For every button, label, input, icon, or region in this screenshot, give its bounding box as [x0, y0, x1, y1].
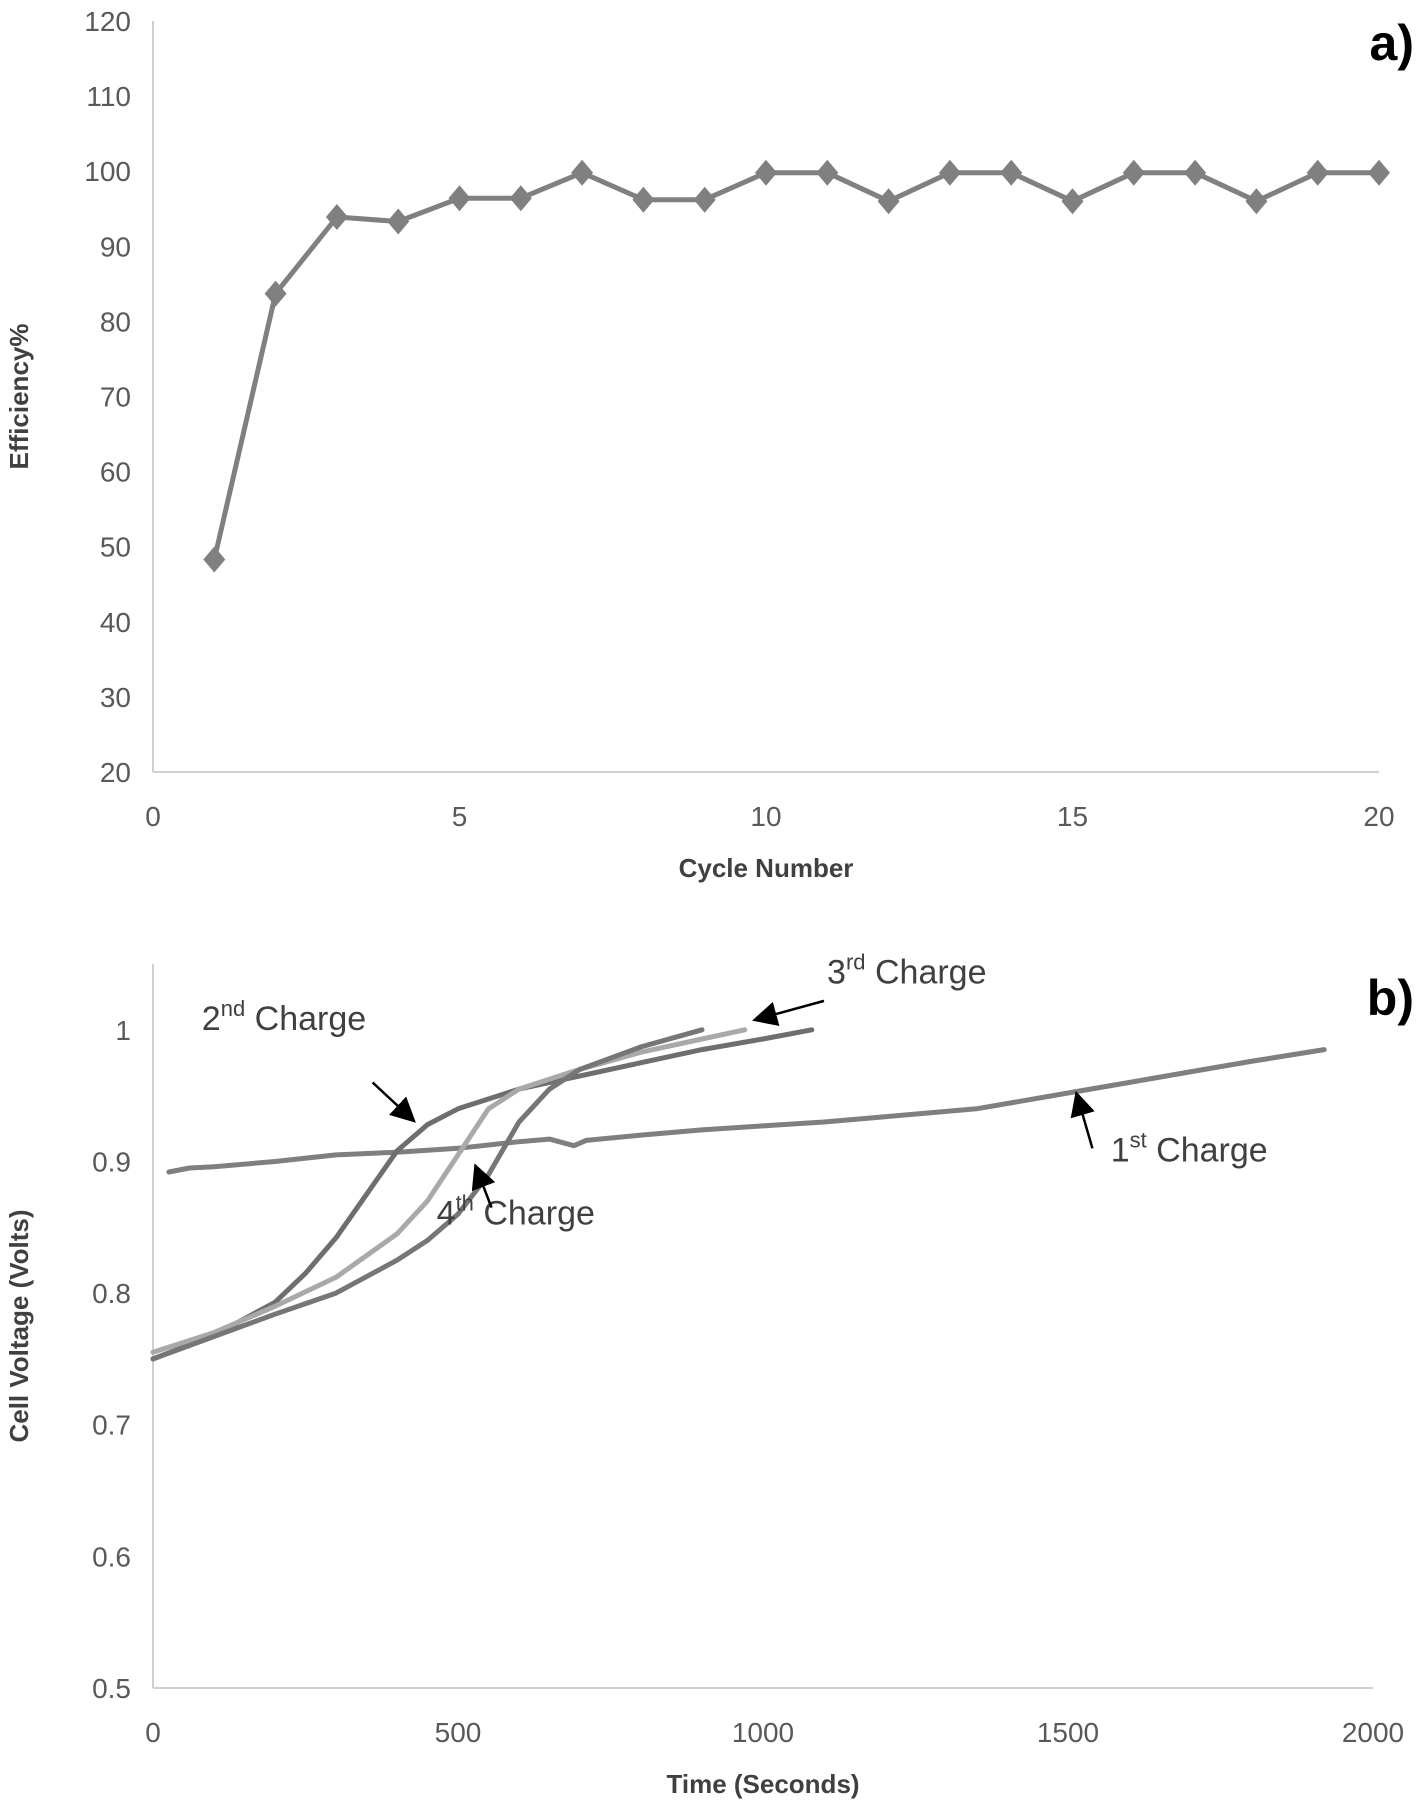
data-point-marker	[632, 186, 655, 213]
annotation-arrow	[371, 1081, 416, 1123]
data-point-marker	[325, 204, 348, 231]
series-line-2nd-charge	[150, 1027, 815, 1362]
data-point-marker	[387, 208, 410, 235]
x-tick-label: 20	[1363, 801, 1394, 832]
y-tick-label: 120	[84, 6, 131, 37]
efficiency-chart: 20 30 40 50 60 70 80 90 100 110 120 0 5 10 15 20 Cycle N…	[4, 6, 1414, 883]
y-tick-label: 0.6	[92, 1541, 131, 1572]
data-point-marker	[1184, 159, 1207, 186]
y-tick-label: 100	[84, 156, 131, 187]
x-axis-title: Time (Seconds)	[666, 1769, 859, 1799]
data-point-marker	[877, 188, 900, 215]
data-point-marker	[1306, 159, 1329, 186]
panel-label: a)	[1370, 15, 1414, 71]
annotation-arrow	[471, 1163, 496, 1208]
y-tick-label: 110	[86, 81, 131, 112]
y-tick-label: 30	[100, 682, 131, 713]
data-point-marker	[509, 185, 532, 212]
y-tick-label: 80	[100, 306, 131, 337]
y-tick-label: 20	[100, 757, 131, 788]
x-tick-label: 5	[452, 801, 468, 832]
panel-label: b)	[1367, 970, 1414, 1026]
y-tick-label: 50	[100, 532, 131, 563]
data-point-marker	[755, 159, 777, 186]
x-tick-label: 1500	[1037, 1717, 1099, 1748]
x-tick-label: 0	[145, 801, 161, 832]
series-line-3rd-charge	[150, 1027, 748, 1355]
x-tick-label: 2000	[1342, 1717, 1404, 1748]
annotation-label: 4th Charge	[437, 1191, 595, 1233]
data-point-marker	[264, 280, 287, 307]
annotation-label: 1st Charge	[1111, 1127, 1268, 1169]
annotation-label: 2nd Charge	[202, 996, 366, 1038]
data-point-marker	[203, 546, 226, 573]
data-point-marker	[1000, 159, 1023, 186]
y-axis-title: Efficiency%	[4, 324, 34, 470]
data-point-marker	[1061, 188, 1084, 215]
y-axis-title: Cell Voltage (Volts)	[4, 1209, 34, 1442]
data-point-marker	[1368, 159, 1390, 186]
y-tick-label: 0.5	[92, 1673, 131, 1704]
x-tick-label: 15	[1057, 801, 1088, 832]
series-line-efficiency	[211, 170, 1382, 562]
data-point-marker	[693, 186, 716, 213]
x-tick-label: 1000	[732, 1717, 794, 1748]
annotation-label: 3rd Charge	[827, 950, 986, 992]
y-tick-label: 0.8	[92, 1278, 131, 1309]
y-tick-label: 1	[115, 1015, 131, 1046]
data-point-marker	[448, 185, 471, 212]
annotation-arrow	[1070, 1090, 1095, 1149]
data-point-marker	[1245, 188, 1268, 215]
y-tick-label: 40	[100, 607, 131, 638]
x-tick-label: 0	[145, 1717, 161, 1748]
x-tick-label: 500	[435, 1717, 482, 1748]
y-tick-label: 90	[100, 231, 131, 262]
y-tick-label: 70	[100, 382, 131, 413]
y-tick-label: 0.7	[92, 1410, 131, 1441]
data-point-marker	[816, 159, 839, 186]
x-axis-title: Cycle Number	[679, 853, 854, 883]
series-line-4th-charge	[150, 1027, 705, 1362]
y-tick-label: 60	[100, 457, 131, 488]
cell-voltage-chart: 0.5 0.6 0.7 0.8 0.9 1 0 500 1000 1500 2000 Time (Se…	[4, 950, 1414, 1799]
data-point-marker	[571, 159, 594, 186]
y-tick-label: 0.9	[92, 1146, 131, 1177]
x-tick-label: 10	[750, 801, 781, 832]
series-line-1st-charge	[166, 1047, 1327, 1175]
data-point-marker	[1122, 159, 1145, 186]
annotation-arrow	[752, 999, 825, 1027]
data-point-marker	[938, 159, 961, 186]
